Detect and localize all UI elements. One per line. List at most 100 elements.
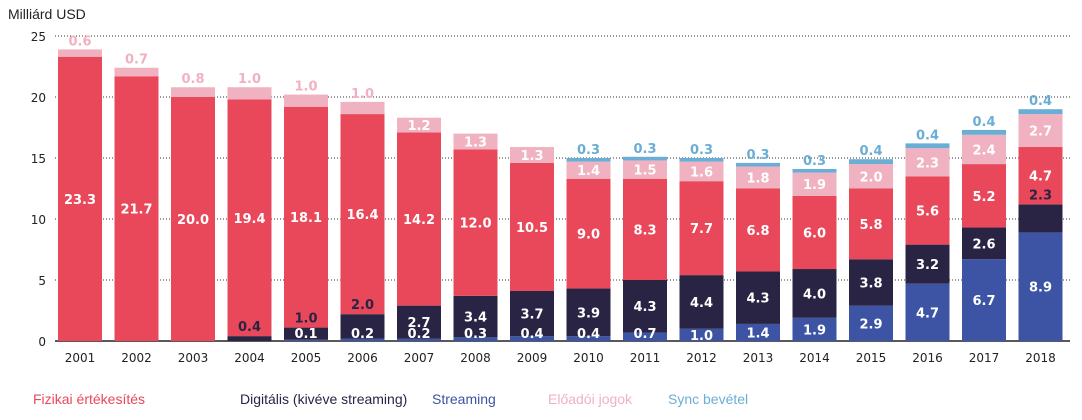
- data-label-performance-rights: 1.0: [238, 72, 261, 87]
- data-label-physical: 4.7: [1029, 170, 1052, 185]
- bar-segment: [905, 244, 950, 284]
- bar-segment: [962, 164, 1006, 228]
- bar-segment: [905, 283, 950, 341]
- data-label-digital: 3.4: [464, 311, 487, 326]
- bar-segment: [962, 134, 1006, 165]
- y-axis-label: Milliárd USD: [8, 6, 86, 22]
- x-tick-label: 2015: [856, 351, 887, 365]
- data-label-performance-rights: 1.3: [464, 136, 487, 151]
- data-label-streaming: 0.2: [407, 327, 430, 342]
- bar-segment: [905, 176, 950, 245]
- bar-segment: [962, 259, 1006, 341]
- bar-segment: [792, 317, 837, 341]
- data-label-physical: 5.8: [859, 218, 882, 233]
- y-tick-label: 0: [38, 335, 46, 349]
- bar-segment: [849, 259, 893, 306]
- y-tick-label: 15: [31, 152, 46, 166]
- x-tick-label: 2007: [404, 351, 435, 365]
- data-label-digital: 2.3: [1029, 188, 1052, 203]
- x-tick-label: 2012: [686, 351, 717, 365]
- bar-segment: [962, 129, 1006, 135]
- bar-segment: [679, 158, 724, 162]
- data-label-sync: 0.3: [633, 142, 656, 157]
- x-tick-label: 2013: [743, 351, 774, 365]
- data-label-performance-rights: 2.4: [972, 143, 995, 158]
- bar-segment: [736, 166, 780, 189]
- data-label-streaming: 0.4: [520, 327, 543, 342]
- bar-segment: [58, 49, 102, 57]
- bar-segment: [171, 87, 215, 97]
- data-label-sync: 0.3: [690, 143, 713, 158]
- bar-segment: [227, 99, 272, 337]
- data-label-streaming: 1.4: [746, 326, 769, 341]
- bar-segment: [566, 336, 611, 341]
- bar-segment: [792, 168, 837, 173]
- bar-segment: [905, 143, 950, 149]
- data-label-digital: 3.2: [916, 258, 939, 273]
- bar-segment: [453, 149, 498, 296]
- x-tick-label: 2001: [65, 351, 96, 365]
- bar-segment: [284, 106, 328, 328]
- bar-segment: [679, 161, 724, 182]
- bar-segment: [1018, 204, 1063, 233]
- data-label-digital: 3.8: [859, 276, 882, 291]
- data-label-digital: 3.7: [520, 308, 543, 323]
- data-label-digital: 1.0: [294, 312, 317, 327]
- bar-segment: [623, 280, 667, 333]
- bar-segment: [736, 188, 780, 272]
- x-tick-label: 2006: [347, 351, 378, 365]
- y-tick-label: 25: [31, 30, 46, 44]
- data-label-physical: 5.2: [972, 190, 995, 205]
- data-label-streaming: 2.9: [859, 317, 882, 332]
- bar-segment: [284, 94, 328, 107]
- bar-segment: [397, 338, 441, 341]
- x-tick-label: 2011: [630, 351, 661, 365]
- data-label-digital: 4.3: [633, 300, 656, 315]
- bar-segment: [623, 160, 667, 179]
- bar-segment: [962, 227, 1006, 260]
- data-label-streaming: 1.0: [690, 329, 713, 344]
- data-label-physical: 10.5: [516, 221, 548, 236]
- data-label-digital: 4.0: [803, 287, 826, 302]
- bar-segment: [510, 162, 554, 291]
- data-label-performance-rights: 1.8: [746, 172, 769, 187]
- x-tick-label: 2004: [234, 351, 265, 365]
- data-label-digital: 3.9: [577, 306, 600, 321]
- bar-segment: [566, 288, 611, 337]
- legend-streaming: Streaming: [432, 391, 496, 407]
- bar-segment: [340, 338, 385, 341]
- data-label-physical: 7.7: [690, 222, 713, 237]
- bar-segment: [736, 271, 780, 324]
- bar-segment: [510, 290, 554, 337]
- data-label-streaming: 6.7: [972, 294, 995, 309]
- data-label-performance-rights: 0.7: [125, 53, 148, 68]
- data-label-sync: 0.3: [746, 148, 769, 163]
- data-label-performance-rights: 1.3: [520, 149, 543, 164]
- data-label-sync: 0.4: [1029, 94, 1052, 109]
- data-label-physical: 23.3: [64, 193, 96, 208]
- data-label-performance-rights: 2.7: [1029, 125, 1052, 140]
- data-label-physical: 20.0: [177, 213, 209, 228]
- bar-segment: [340, 114, 385, 315]
- x-tick-label: 2017: [969, 351, 1000, 365]
- bar-segment: [849, 159, 893, 165]
- x-tick-label: 2003: [178, 351, 209, 365]
- data-label-streaming: 0.4: [577, 327, 600, 342]
- x-tick-label: 2018: [1025, 351, 1056, 365]
- data-label-digital: 4.3: [746, 292, 769, 307]
- bar-segment: [114, 76, 159, 341]
- x-tick-label: 2016: [912, 351, 943, 365]
- data-label-sync: 0.4: [916, 128, 939, 143]
- bar-segment: [114, 67, 159, 77]
- data-label-physical: 21.7: [120, 203, 152, 218]
- legend-physical: Fizikai értékesítés: [33, 391, 146, 407]
- x-tick-label: 2009: [517, 351, 548, 365]
- data-label-physical: 9.0: [577, 228, 600, 243]
- data-label-digital: 2.7: [407, 316, 430, 331]
- bar-segment: [849, 188, 893, 260]
- x-tick-label: 2010: [573, 351, 604, 365]
- bar-segment: [905, 148, 950, 177]
- bar-segment: [58, 56, 102, 342]
- data-label-performance-rights: 0.6: [68, 34, 91, 49]
